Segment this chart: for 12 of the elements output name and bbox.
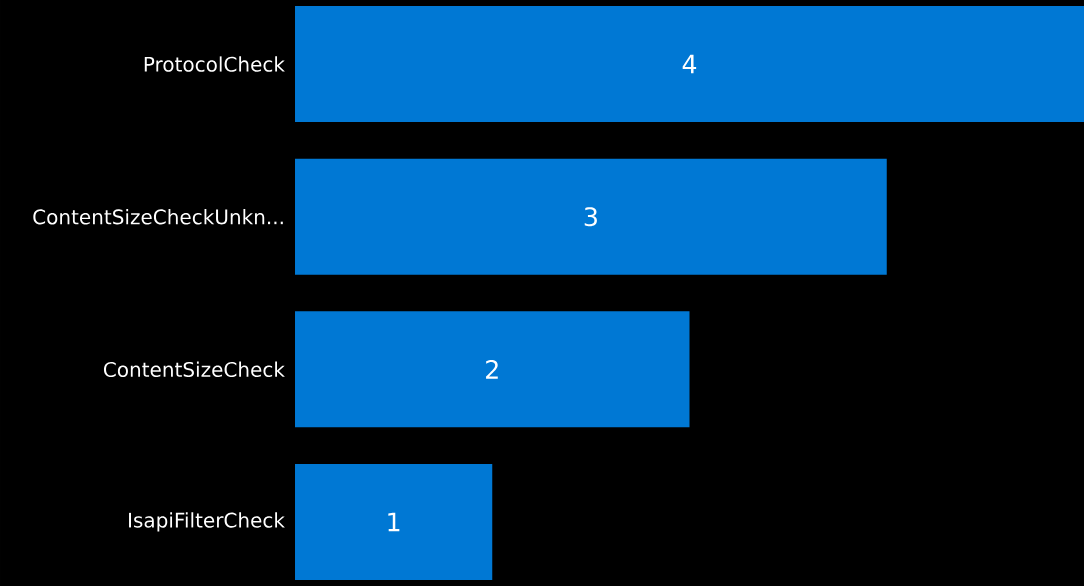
bar (295, 158, 887, 275)
y-tick-label: ContentSizeCheckUnkn... (33, 208, 283, 225)
bar (295, 6, 1084, 123)
bar (295, 463, 493, 580)
y-tick-label: IsapiFilterCheck (129, 512, 285, 532)
y-tick-label: ContentSizeCheck (103, 361, 285, 378)
data-label: 1 (388, 512, 400, 532)
y-tick-label: ProtocolCheck (144, 56, 285, 72)
data-label: 4 (682, 54, 697, 74)
data-label: 3 (584, 207, 597, 227)
bar (295, 311, 690, 428)
data-label: 2 (486, 359, 498, 379)
